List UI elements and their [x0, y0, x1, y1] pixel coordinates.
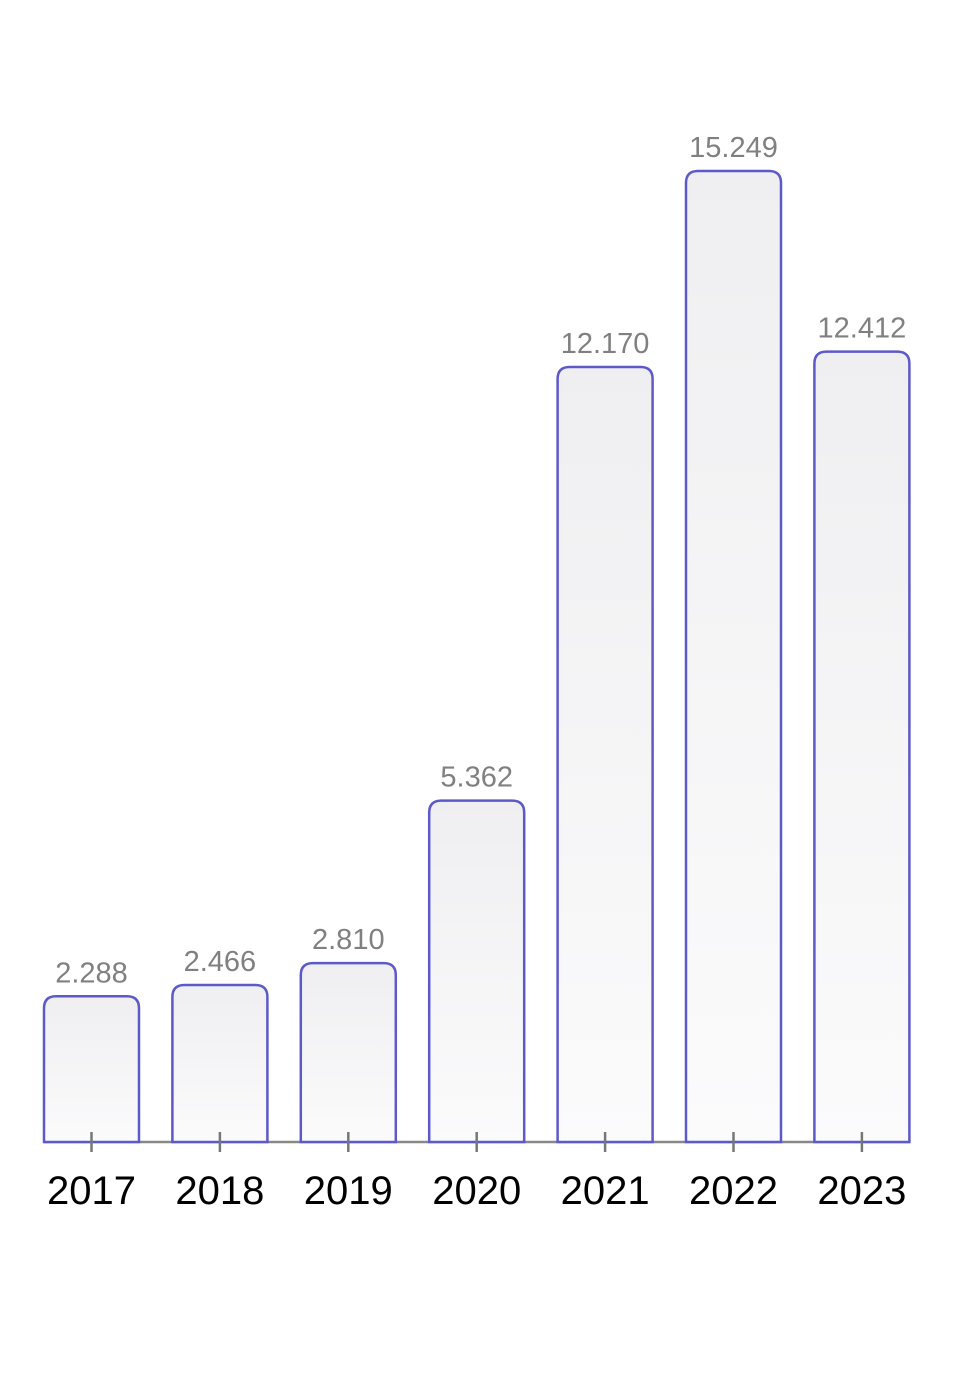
- value-label-2019: 2.810: [312, 924, 385, 956]
- x-tick-label-2022: 2022: [689, 1169, 778, 1213]
- bar-2017: [42, 995, 141, 1144]
- bar-2020: [427, 799, 526, 1144]
- bar-2022: [684, 169, 783, 1144]
- value-label-2023: 12.412: [818, 313, 907, 345]
- value-label-2020: 5.362: [440, 762, 513, 794]
- x-tick-label-2023: 2023: [817, 1169, 906, 1213]
- x-tick-label-2017: 2017: [47, 1169, 136, 1213]
- x-tick-label-2019: 2019: [304, 1169, 393, 1213]
- x-tick-label-2020: 2020: [432, 1169, 521, 1213]
- bar-2018: [171, 983, 269, 1144]
- value-label-2017: 2.288: [55, 957, 128, 989]
- bar-2023: [813, 350, 911, 1144]
- x-tick-label-2021: 2021: [561, 1169, 650, 1213]
- value-label-2022: 15.249: [689, 132, 778, 164]
- bar-2019: [299, 961, 398, 1144]
- value-label-2021: 12.170: [561, 328, 650, 360]
- bar-2021: [556, 365, 654, 1144]
- value-label-2018: 2.466: [184, 946, 257, 978]
- x-tick-label-2018: 2018: [175, 1169, 264, 1213]
